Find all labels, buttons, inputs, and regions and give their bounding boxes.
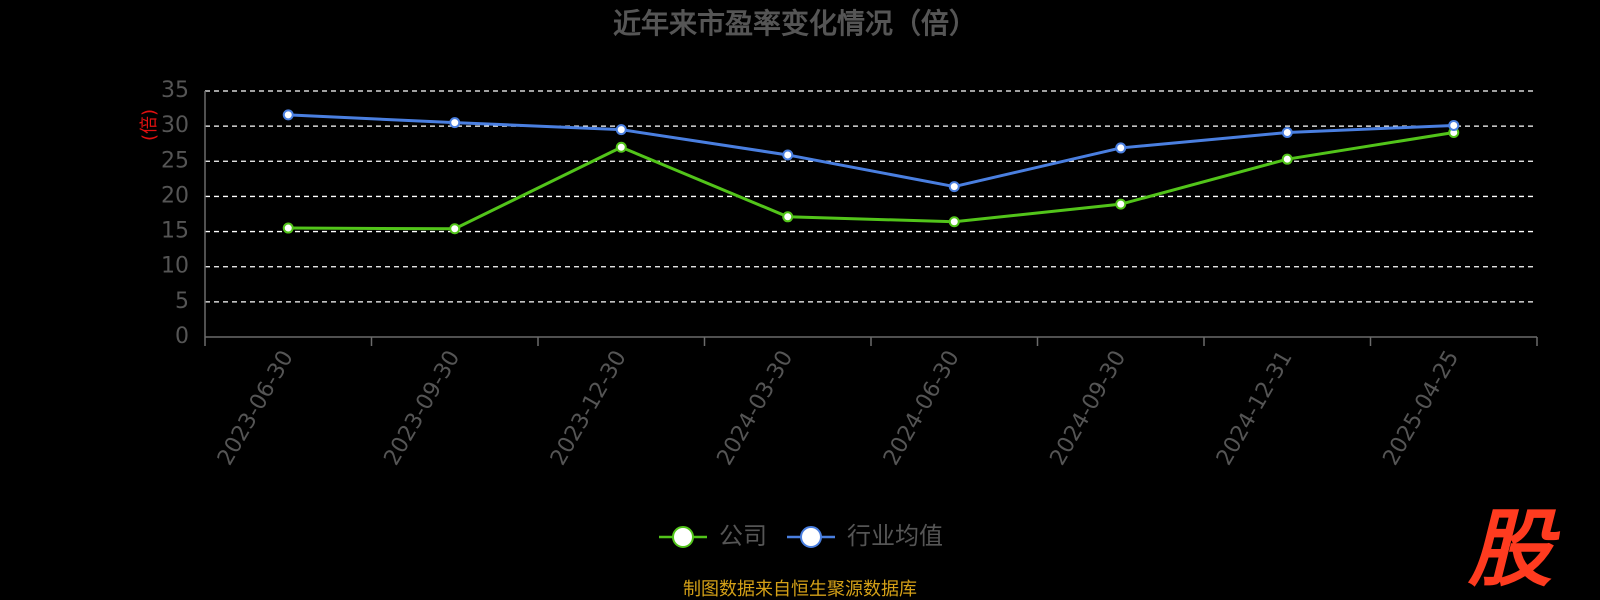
x-tick-label: 2024-03-30 [713, 347, 799, 470]
series-point-0[interactable] [1281, 153, 1293, 165]
series-point-0[interactable] [449, 223, 461, 235]
series-point-0[interactable] [948, 216, 960, 228]
x-tick-label: 2024-12-31 [1212, 347, 1298, 470]
y-tick-label: 30 [161, 113, 189, 138]
series [282, 109, 1460, 235]
series-point-1[interactable] [782, 149, 794, 161]
series-point-1[interactable] [615, 124, 627, 136]
series-point-0[interactable] [1115, 198, 1127, 210]
x-tick-label: 2023-12-30 [546, 347, 632, 470]
legend: 公司 行业均值 [659, 522, 943, 550]
x-tick-labels: 2023-06-30 2023-09-30 2023-12-30 2024-03-30… [213, 347, 1464, 470]
y-tick-label: 10 [161, 254, 189, 279]
y-tick-label: 5 [175, 289, 189, 314]
y-tick-labels: 0 5 10 15 20 25 30 35 [161, 78, 189, 349]
series-point-1[interactable] [1448, 119, 1460, 131]
y-tick-label: 20 [161, 183, 189, 208]
x-tick-label: 2023-09-30 [380, 347, 466, 470]
axes [204, 91, 1538, 346]
legend-label-0[interactable]: 公司 [719, 522, 767, 550]
y-tick-label: 25 [161, 148, 189, 173]
series-line-1 [286, 113, 1456, 189]
y-tick-label: 35 [161, 78, 189, 103]
y-axis-label: (倍) [139, 109, 160, 141]
series-point-1[interactable] [1281, 126, 1293, 138]
series-point-1[interactable] [282, 109, 294, 121]
chart-title: 近年来市盈率变化情况（倍） [613, 7, 977, 40]
x-tick-label: 2024-09-30 [1046, 347, 1132, 470]
y-tick-label: 0 [175, 324, 189, 349]
grid-lines [205, 90, 1537, 303]
x-tick-label: 2024-06-30 [879, 347, 965, 470]
series-point-1[interactable] [948, 181, 960, 193]
legend-marker-1[interactable] [800, 526, 822, 548]
series-point-0[interactable] [615, 141, 627, 153]
x-tick-label: 2023-06-30 [213, 347, 299, 470]
series-point-0[interactable] [782, 211, 794, 223]
y-tick-label: 15 [161, 219, 189, 244]
series-point-0[interactable] [282, 222, 294, 234]
series-point-1[interactable] [1115, 142, 1127, 154]
series-point-1[interactable] [449, 117, 461, 129]
stock-watermark-logo: 股 [1467, 500, 1561, 598]
legend-marker-0[interactable] [672, 526, 694, 548]
legend-label-1[interactable]: 行业均值 [847, 522, 943, 550]
series-line-0 [286, 130, 1456, 231]
x-tick-label: 2025-04-25 [1379, 347, 1465, 470]
data-source-note: 制图数据来自恒生聚源数据库 [683, 579, 917, 600]
